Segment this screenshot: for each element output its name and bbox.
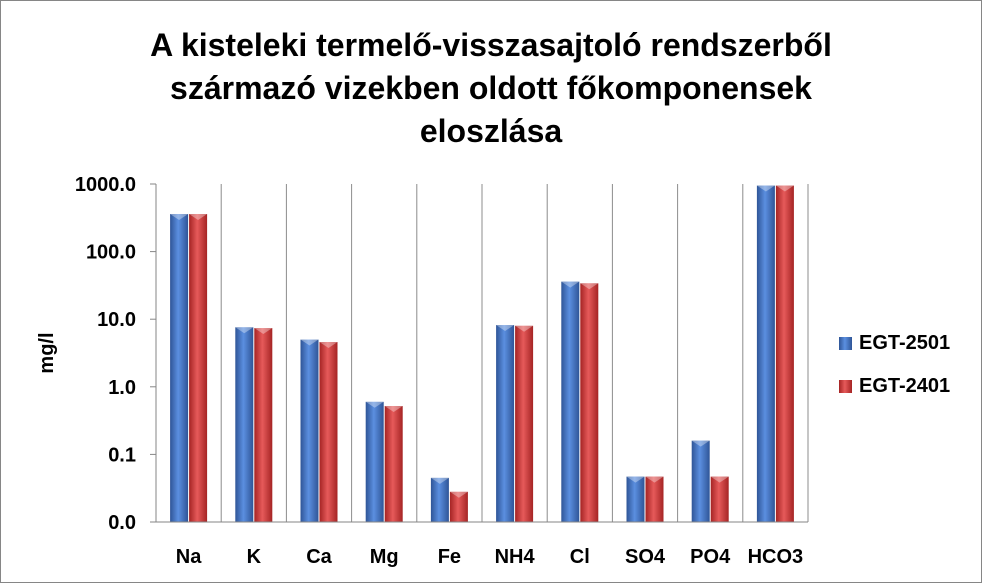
bar-bevel bbox=[626, 476, 645, 483]
bar-EGT-2401-K bbox=[254, 328, 273, 522]
y-tick-label: 1.0 bbox=[108, 377, 136, 399]
bar-bevel bbox=[170, 213, 189, 220]
bar-EGT-2501-Cl bbox=[561, 281, 580, 522]
bar-bevel bbox=[189, 213, 208, 220]
bar-bevel bbox=[254, 328, 273, 335]
bar-EGT-2501-HCO3 bbox=[756, 185, 775, 522]
legend-swatch bbox=[839, 337, 852, 350]
chart-title: A kisteleki termelő-visszasajtoló rendsz… bbox=[150, 27, 832, 149]
x-tick-label: NH4 bbox=[495, 546, 536, 568]
bar-bevel bbox=[319, 341, 338, 348]
bar-bevel bbox=[710, 476, 729, 483]
bar-bevel bbox=[580, 283, 599, 290]
x-tick-label: Mg bbox=[370, 546, 399, 568]
bar-EGT-2401-HCO3 bbox=[775, 185, 794, 522]
chart-title-line-2: származó vizekben oldott főkomponensek bbox=[170, 70, 812, 106]
x-tick-labels: Na K Ca Mg Fe NH4 Cl SO4 PO4 HCO3 bbox=[176, 546, 803, 568]
x-tick-label: HCO3 bbox=[748, 546, 804, 568]
bar-EGT-2401-Na bbox=[189, 213, 208, 522]
chart-title-line-3: eloszlása bbox=[420, 113, 563, 149]
bar-EGT-2501-PO4 bbox=[691, 440, 710, 522]
y-tick-label: 0.1 bbox=[108, 444, 136, 466]
bar-EGT-2501-NH4 bbox=[496, 325, 515, 522]
bar-EGT-2501-Na bbox=[170, 213, 189, 522]
bar-EGT-2401-NH4 bbox=[515, 325, 534, 522]
bar-bevel bbox=[561, 281, 580, 288]
x-tick-label: Fe bbox=[438, 546, 461, 568]
bar-EGT-2401-Mg bbox=[384, 405, 403, 522]
bar-EGT-2401-Ca bbox=[319, 341, 338, 522]
y-tick-label: 10.0 bbox=[97, 309, 136, 331]
bar-bevel bbox=[449, 491, 468, 498]
legend-label: EGT-2501 bbox=[859, 332, 950, 354]
bar-bevel bbox=[430, 477, 449, 484]
bar-bevel bbox=[756, 185, 775, 192]
bar-bevel bbox=[235, 327, 254, 334]
bar-bevel bbox=[365, 401, 384, 408]
y-tick-label: 0.0 bbox=[108, 512, 136, 534]
y-axis-label: mg/l bbox=[36, 332, 58, 373]
y-tick-label: 100.0 bbox=[86, 242, 136, 264]
legend-label: EGT-2401 bbox=[859, 375, 950, 397]
chart-title-line-1: A kisteleki termelő-visszasajtoló rendsz… bbox=[150, 27, 832, 63]
axes bbox=[150, 183, 808, 523]
x-tick-label: K bbox=[247, 546, 262, 568]
bar-EGT-2501-Mg bbox=[365, 401, 384, 522]
bar-EGT-2401-SO4 bbox=[645, 476, 664, 522]
bar-EGT-2401-Fe bbox=[449, 491, 468, 522]
bar-bevel bbox=[515, 325, 534, 332]
x-tick-label: Cl bbox=[570, 546, 590, 568]
bars bbox=[170, 185, 794, 522]
bar-EGT-2501-Ca bbox=[300, 339, 319, 522]
bar-EGT-2401-Cl bbox=[580, 283, 599, 522]
bar-bevel bbox=[645, 476, 664, 483]
legend-swatch bbox=[839, 380, 852, 393]
x-tick-label: SO4 bbox=[625, 546, 666, 568]
legend: EGT-2501 EGT-2401 bbox=[839, 332, 950, 397]
y-tick-labels: 1000.0 100.0 10.0 1.0 0.1 0.0 bbox=[75, 174, 136, 534]
bar-EGT-2501-SO4 bbox=[626, 476, 645, 522]
bar-bevel bbox=[775, 185, 794, 192]
bar-EGT-2401-PO4 bbox=[710, 476, 729, 522]
bar-bevel bbox=[384, 405, 403, 412]
bar-EGT-2501-Fe bbox=[430, 477, 449, 522]
bar-EGT-2501-K bbox=[235, 327, 254, 522]
x-tick-label: Na bbox=[176, 546, 202, 568]
x-tick-label: Ca bbox=[306, 546, 332, 568]
bar-bevel bbox=[300, 339, 319, 346]
x-tick-label: PO4 bbox=[690, 546, 731, 568]
bar-bevel bbox=[691, 440, 710, 447]
grid-lines bbox=[155, 184, 809, 522]
bar-bevel bbox=[496, 325, 515, 332]
y-tick-label: 1000.0 bbox=[75, 174, 136, 196]
